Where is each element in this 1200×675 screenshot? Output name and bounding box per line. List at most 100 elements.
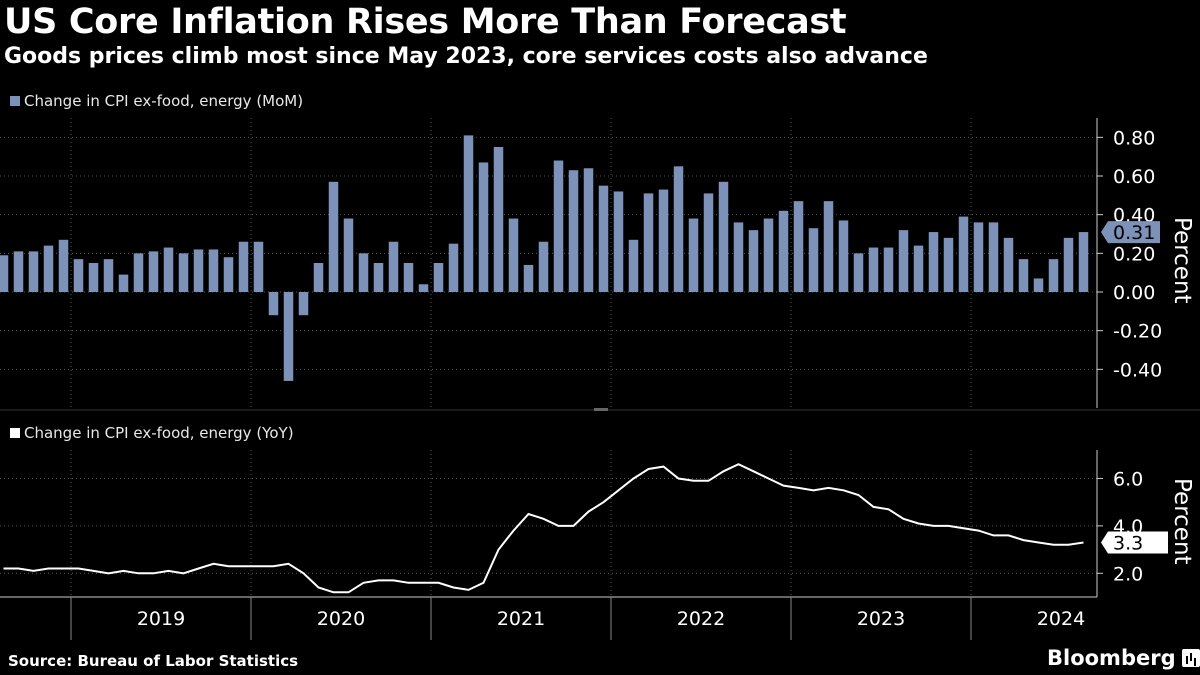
- mom-bar: [898, 230, 909, 292]
- y-tick-label-top: 0.80: [1113, 127, 1155, 149]
- mom-bar: [313, 263, 324, 292]
- mom-bar: [418, 284, 429, 292]
- mom-bar: [493, 147, 504, 292]
- mom-bar: [658, 189, 669, 292]
- legend-mom: Change in CPI ex-food, energy (MoM): [10, 92, 303, 110]
- mom-bar: [388, 241, 399, 292]
- mom-bar: [883, 247, 894, 292]
- mom-bar: [148, 251, 159, 292]
- mom-bar: [103, 259, 114, 292]
- mom-bar: [373, 263, 384, 292]
- mom-bar: [748, 230, 759, 292]
- mom-bar: [43, 245, 54, 292]
- mom-bar: [838, 220, 849, 292]
- latest-yoy-marker: [1101, 531, 1168, 554]
- chart-title: US Core Inflation Rises More Than Foreca…: [4, 2, 847, 42]
- bar-chart-icon: [1181, 649, 1200, 667]
- mom-bar: [613, 191, 624, 292]
- y-axis-title-top: Percent: [1169, 217, 1195, 304]
- legend-mom-swatch: [10, 96, 20, 106]
- mom-bar: [133, 253, 144, 292]
- x-tick-label: 2024: [1037, 608, 1085, 630]
- mom-bar: [28, 251, 39, 292]
- latest-mom-label: 0.31: [1113, 222, 1155, 244]
- mom-bar: [358, 253, 369, 292]
- mom-bar: [208, 249, 219, 292]
- y-tick-label-top: 0.60: [1113, 166, 1155, 188]
- y-tick-label-bottom: 2.0: [1113, 563, 1143, 585]
- y-tick-label-bottom: 6.0: [1113, 468, 1143, 490]
- mom-bar: [673, 166, 684, 292]
- mom-bar: [643, 193, 654, 292]
- x-tick-label: 2023: [857, 608, 905, 630]
- latest-mom-marker: [1101, 221, 1160, 244]
- mom-bar: [913, 245, 924, 292]
- chart-subtitle: Goods prices climb most since May 2023, …: [4, 44, 928, 69]
- mom-bar: [283, 292, 294, 381]
- mom-bar: [223, 257, 234, 292]
- y-tick-label-top: 0.00: [1113, 282, 1155, 304]
- mom-bar: [778, 210, 789, 292]
- mom-bar: [808, 228, 819, 292]
- mom-bar: [988, 222, 999, 292]
- mom-bar: [0, 255, 9, 292]
- x-tick-label: 2022: [677, 608, 725, 630]
- mom-bar: [448, 243, 459, 292]
- source-note: Source: Bureau of Labor Statistics: [8, 652, 299, 670]
- mom-bar: [763, 218, 774, 292]
- mom-bar: [13, 251, 24, 292]
- y-tick-label-top: -0.20: [1113, 321, 1162, 343]
- mom-bar: [298, 292, 309, 316]
- mom-bar: [553, 160, 564, 292]
- mom-bar: [58, 239, 69, 292]
- mom-bar: [628, 239, 639, 292]
- mom-bar: [688, 218, 699, 292]
- y-tick-label-top: -0.40: [1113, 359, 1162, 381]
- mom-bar: [958, 216, 969, 292]
- mom-bar: [73, 259, 84, 292]
- mom-bar: [1003, 237, 1014, 292]
- y-tick-label-top: 0.20: [1113, 243, 1155, 265]
- mom-bar: [433, 263, 444, 292]
- legend-yoy-label: Change in CPI ex-food, energy (YoY): [24, 424, 294, 442]
- legend-mom-label: Change in CPI ex-food, energy (MoM): [24, 92, 304, 110]
- mom-bar: [193, 249, 204, 292]
- mom-bar: [478, 162, 489, 292]
- mom-bar: [793, 201, 804, 292]
- brand-text: Bloomberg: [1047, 646, 1176, 670]
- mom-bar: [508, 218, 519, 292]
- legend-yoy-swatch: [10, 428, 20, 438]
- mom-bar: [853, 253, 864, 292]
- mom-bar: [1048, 259, 1059, 292]
- mom-bar: [583, 168, 594, 292]
- legend-yoy: Change in CPI ex-food, energy (YoY): [10, 424, 294, 442]
- x-tick-label: 2020: [317, 608, 365, 630]
- mom-bar: [538, 241, 549, 292]
- mom-bar: [1078, 232, 1089, 292]
- x-tick-label: 2021: [497, 608, 545, 630]
- x-tick-label: 2019: [137, 608, 185, 630]
- mom-bar: [238, 241, 249, 292]
- mom-bar: [1018, 259, 1029, 292]
- mom-bar: [253, 241, 264, 292]
- y-axis-title-bottom: Percent: [1169, 478, 1195, 565]
- yoy-line: [3, 463, 1084, 594]
- mom-bar: [523, 264, 534, 292]
- mom-bar: [733, 222, 744, 292]
- mom-bar: [928, 232, 939, 292]
- mom-bar: [973, 222, 984, 292]
- mom-bar: [1063, 237, 1074, 292]
- mom-bar: [868, 247, 879, 292]
- mom-bar: [943, 237, 954, 292]
- bloomberg-logo: Bloomberg: [1047, 646, 1200, 670]
- panel-resize-handle: [594, 408, 608, 411]
- mom-bar: [118, 274, 129, 292]
- latest-yoy-label: 3.3: [1113, 532, 1143, 554]
- mom-bar: [178, 253, 189, 292]
- mom-bar: [598, 185, 609, 292]
- mom-bar: [568, 170, 579, 292]
- mom-bar: [88, 263, 99, 292]
- mom-bar: [703, 193, 714, 292]
- mom-bar: [163, 247, 174, 292]
